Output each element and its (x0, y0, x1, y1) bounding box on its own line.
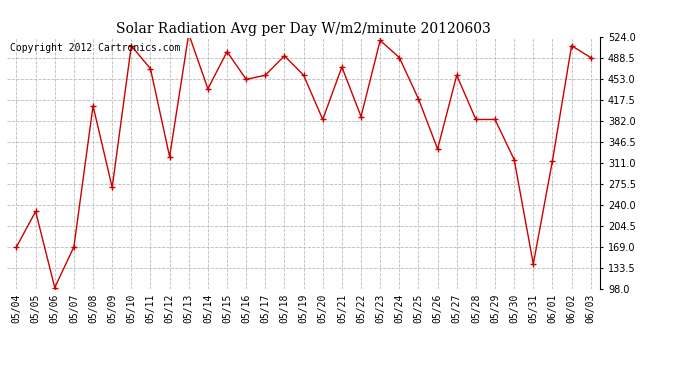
Text: Copyright 2012 Cartronics.com: Copyright 2012 Cartronics.com (10, 42, 180, 52)
Title: Solar Radiation Avg per Day W/m2/minute 20120603: Solar Radiation Avg per Day W/m2/minute … (116, 22, 491, 36)
